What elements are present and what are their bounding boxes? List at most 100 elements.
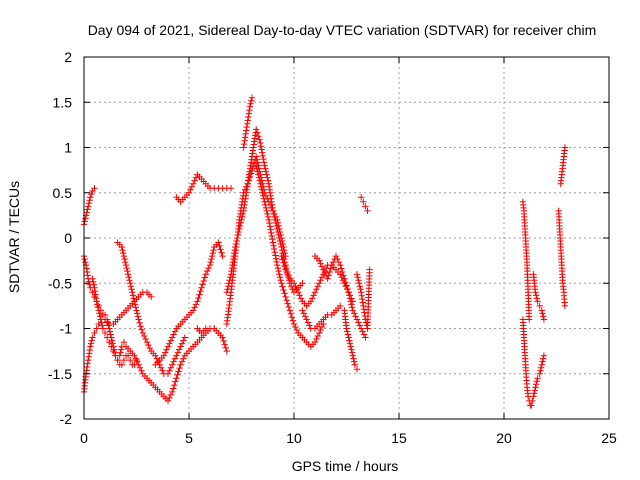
data-point-fill <box>260 155 267 163</box>
data-point-fill <box>296 292 303 299</box>
data-point-fill <box>133 307 140 314</box>
data-point <box>127 356 134 364</box>
data-point-fill <box>343 282 350 289</box>
data-point <box>169 361 176 368</box>
data-point-fill <box>178 340 186 347</box>
data-point-fill <box>260 159 268 166</box>
data-point-fill <box>347 298 354 305</box>
data-point-fill <box>172 378 179 385</box>
data-point-fill <box>83 209 90 216</box>
y-tick-label-1: -1.5 <box>48 366 72 382</box>
data-point-fill <box>157 364 165 371</box>
data-point-fill <box>94 304 102 311</box>
data-point-fill <box>288 313 296 321</box>
data-point-fill <box>352 313 359 320</box>
data-point-fill <box>350 355 357 362</box>
data-point-fill <box>120 249 127 257</box>
data-point-fill <box>167 364 174 371</box>
data-point-fill <box>317 260 324 267</box>
data-point-fill <box>356 322 363 329</box>
data-point-fill <box>191 304 198 311</box>
data-point-fill <box>247 100 254 107</box>
data-point <box>87 343 94 350</box>
data-point <box>244 117 251 124</box>
data-point-fill <box>271 249 278 256</box>
data-point-fill <box>355 319 362 326</box>
data-point-fill <box>162 349 169 356</box>
data-point-fill <box>136 319 143 327</box>
data-point-fill <box>292 323 299 331</box>
data-point-fill <box>131 301 139 308</box>
data-point-fill <box>262 168 270 175</box>
data-point-fill <box>245 113 252 121</box>
data-point-fill <box>187 186 194 193</box>
data-point-fill <box>196 291 203 298</box>
data-point-fill <box>314 283 321 290</box>
data-point <box>290 280 298 287</box>
data-point <box>269 207 277 215</box>
data-point-fill <box>276 271 283 278</box>
data-point <box>202 271 209 278</box>
data-point-fill <box>254 168 261 175</box>
data-point-fill <box>166 340 173 347</box>
series-sat-o <box>311 252 369 341</box>
data-point-fill <box>281 290 288 297</box>
data-point-fill <box>239 210 247 218</box>
data-point-fill <box>226 277 233 284</box>
y-tick-label-8: 2 <box>64 49 72 65</box>
data-point <box>91 185 98 192</box>
data-point <box>311 338 319 346</box>
data-point <box>355 280 363 287</box>
data-point <box>135 316 142 323</box>
data-point-fill <box>354 274 361 281</box>
data-point-fill <box>236 222 244 230</box>
data-point-fill <box>210 246 217 254</box>
data-point-fill <box>357 286 364 293</box>
data-point-fill <box>86 346 93 354</box>
data-point-fill <box>253 156 261 163</box>
data-point <box>526 316 533 323</box>
data-point-fill <box>271 210 278 218</box>
data-point-fill <box>318 263 326 270</box>
data-point-fill <box>335 258 342 266</box>
data-point-fill <box>280 259 287 267</box>
data-point-fill <box>178 358 186 365</box>
data-point-fill <box>310 292 317 299</box>
data-point-fill <box>260 195 268 202</box>
data-point-fill <box>276 225 283 233</box>
data-point-fill <box>284 300 291 307</box>
data-point-fill <box>129 289 136 296</box>
data-point-fill <box>540 313 547 320</box>
data-point-fill <box>275 222 282 230</box>
data-point <box>320 266 327 273</box>
data-point <box>127 280 134 287</box>
data-point-fill <box>209 249 216 257</box>
data-point <box>85 356 92 364</box>
data-point-fill <box>359 295 366 303</box>
series-sat-q <box>358 194 371 215</box>
data-point-fill <box>108 337 116 344</box>
data-point-fill <box>117 346 125 353</box>
data-point-fill <box>82 215 89 222</box>
data-point-fill <box>317 326 324 334</box>
data-point-fill <box>346 292 353 299</box>
data-point <box>311 289 319 296</box>
data-point <box>164 397 172 405</box>
data-point-fill <box>270 242 277 249</box>
data-point <box>118 361 125 368</box>
data-point-fill <box>167 337 174 344</box>
data-point-fill <box>166 367 173 374</box>
series-sat-k <box>240 94 256 151</box>
data-point <box>133 356 140 364</box>
data-point <box>169 334 176 341</box>
data-point <box>143 338 151 346</box>
data-point-fill <box>348 301 355 308</box>
data-point-fill <box>346 340 354 347</box>
series-sat-e <box>114 239 188 377</box>
data-point-fill <box>241 137 248 144</box>
data-point <box>106 338 113 346</box>
data-point <box>124 352 132 359</box>
data-point-fill <box>254 129 261 136</box>
data-point <box>274 216 281 224</box>
data-point <box>131 361 138 368</box>
